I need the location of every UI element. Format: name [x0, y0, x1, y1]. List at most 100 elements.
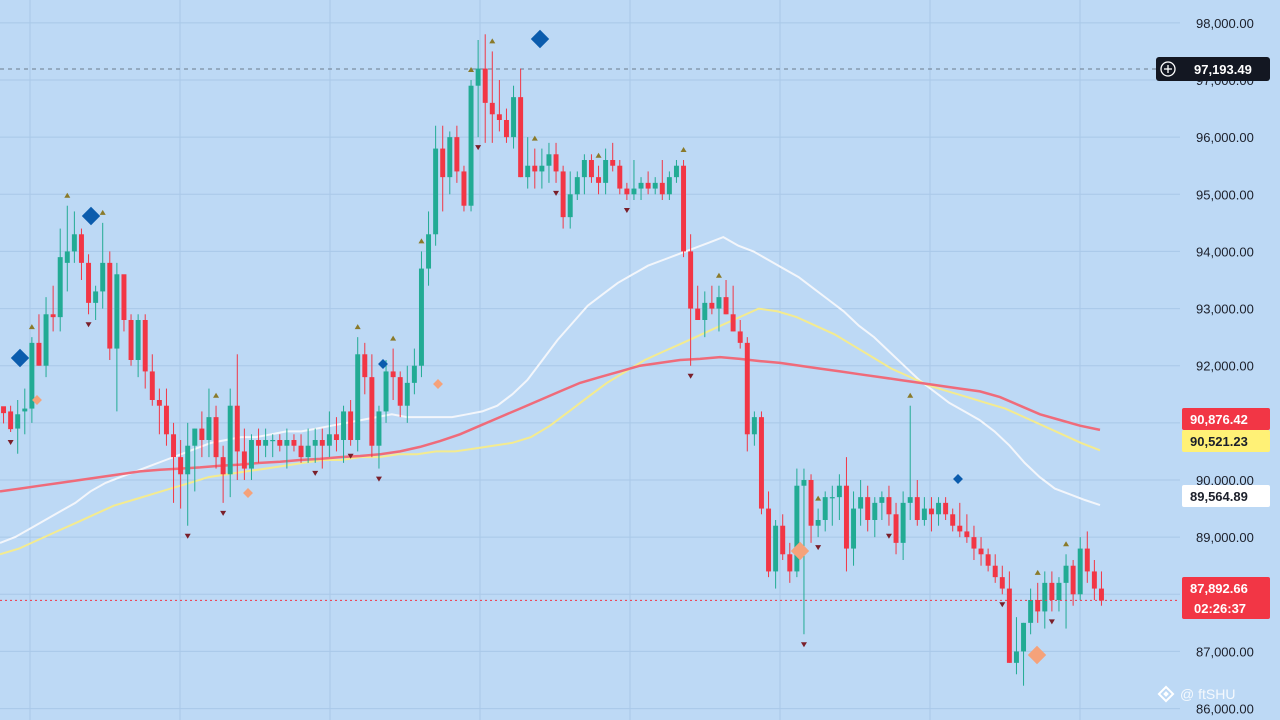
candle: [546, 142, 552, 183]
candle: [631, 160, 637, 200]
candle-body: [418, 268, 424, 366]
candle: [263, 428, 269, 458]
candle: [383, 360, 389, 423]
binance-logo-icon: [1157, 685, 1175, 703]
ma-yellow-line: [0, 307, 1101, 556]
candle: [248, 434, 254, 480]
candle-body: [673, 165, 679, 178]
candle: [936, 497, 942, 526]
candle: [86, 254, 92, 315]
candle: [666, 171, 672, 200]
candle: [1070, 560, 1076, 606]
candle-body: [482, 68, 488, 103]
price-axis-label: 87,000.00: [1196, 644, 1254, 659]
candle-body: [206, 417, 212, 440]
candle-body: [631, 188, 637, 195]
candle-body: [1063, 565, 1069, 583]
candle-body: [688, 251, 694, 309]
candle-body: [461, 171, 467, 206]
price-axis[interactable]: 98,000.0097,000.0096,000.0095,000.0094,0…: [1196, 16, 1254, 717]
candle-body: [836, 485, 842, 498]
candle: [135, 314, 141, 378]
signal-down-triangle: [184, 533, 191, 539]
candle: [256, 428, 262, 463]
candle-body: [695, 308, 701, 320]
candle-body: [964, 531, 970, 538]
candle: [766, 491, 772, 578]
grid-lines: [0, 0, 1180, 720]
candle: [277, 434, 283, 452]
candle-body: [270, 440, 276, 442]
signal-up-triangle: [531, 135, 538, 141]
candle: [673, 160, 679, 183]
candle-body: [178, 457, 184, 475]
signal-down-triangle: [347, 453, 354, 459]
signal-down-triangle: [687, 373, 694, 379]
candle: [617, 160, 623, 195]
signal-up-triangle: [680, 147, 687, 152]
candle-body: [1056, 582, 1062, 600]
candle-body: [333, 434, 339, 440]
candle: [8, 405, 14, 432]
candle-body: [928, 508, 934, 515]
candle-body: [617, 165, 623, 189]
candle-body: [588, 160, 594, 178]
signal-up-triangle: [907, 392, 914, 398]
candle: [900, 491, 906, 560]
candle-body: [404, 382, 410, 406]
candle-body: [829, 497, 835, 499]
price-axis-label: 92,000.00: [1196, 359, 1254, 374]
candle-body: [886, 497, 892, 515]
signal-diamond-blue: [530, 29, 550, 49]
candle-body: [447, 137, 453, 178]
candle-body: [468, 85, 474, 206]
candle-body: [305, 445, 311, 458]
candle-body: [43, 314, 49, 366]
watermark: @ ftSHU: [1157, 685, 1235, 703]
candle-body: [525, 165, 531, 178]
candle: [836, 474, 842, 520]
candle: [638, 177, 644, 200]
candle: [50, 285, 56, 332]
plus-circle-icon[interactable]: [1160, 61, 1176, 77]
candle: [971, 525, 977, 560]
candle: [780, 514, 786, 560]
candle-body: [1077, 548, 1083, 595]
price-axis-label: 93,000.00: [1196, 302, 1254, 317]
ma-white-badge: 89,564.89: [1182, 485, 1270, 507]
signal-down-triangle: [1048, 619, 1055, 625]
candle: [298, 434, 304, 463]
candle-body: [511, 97, 517, 138]
candle-body: [107, 262, 113, 349]
candle-body: [50, 314, 56, 318]
signal-up-triangle: [1063, 541, 1070, 547]
candle-body: [596, 177, 602, 183]
candle: [695, 285, 701, 320]
candle: [865, 485, 871, 532]
candle-body: [114, 274, 120, 349]
candle: [192, 428, 198, 492]
candle: [1084, 531, 1090, 583]
candle: [1077, 537, 1083, 600]
candle-body: [8, 411, 14, 430]
candle-body: [553, 154, 559, 172]
candle-body: [666, 177, 672, 195]
price-axis-label: 94,000.00: [1196, 244, 1254, 259]
candle: [808, 474, 814, 543]
candle: [659, 160, 665, 200]
candle-body: [702, 302, 708, 320]
countdown-timer: 02:26:37: [1194, 601, 1246, 616]
signal-markers: [7, 29, 1070, 665]
candle: [709, 285, 715, 315]
candle: [454, 125, 460, 183]
candle-body: [192, 428, 198, 446]
price-axis-label: 95,000.00: [1196, 187, 1254, 202]
candle: [503, 108, 509, 143]
candle: [688, 234, 694, 366]
signal-up-triangle: [28, 324, 35, 330]
candle-body: [355, 354, 361, 440]
ma-red-line: [0, 355, 1101, 493]
candle: [681, 160, 687, 258]
signal-down-triangle: [7, 440, 14, 445]
